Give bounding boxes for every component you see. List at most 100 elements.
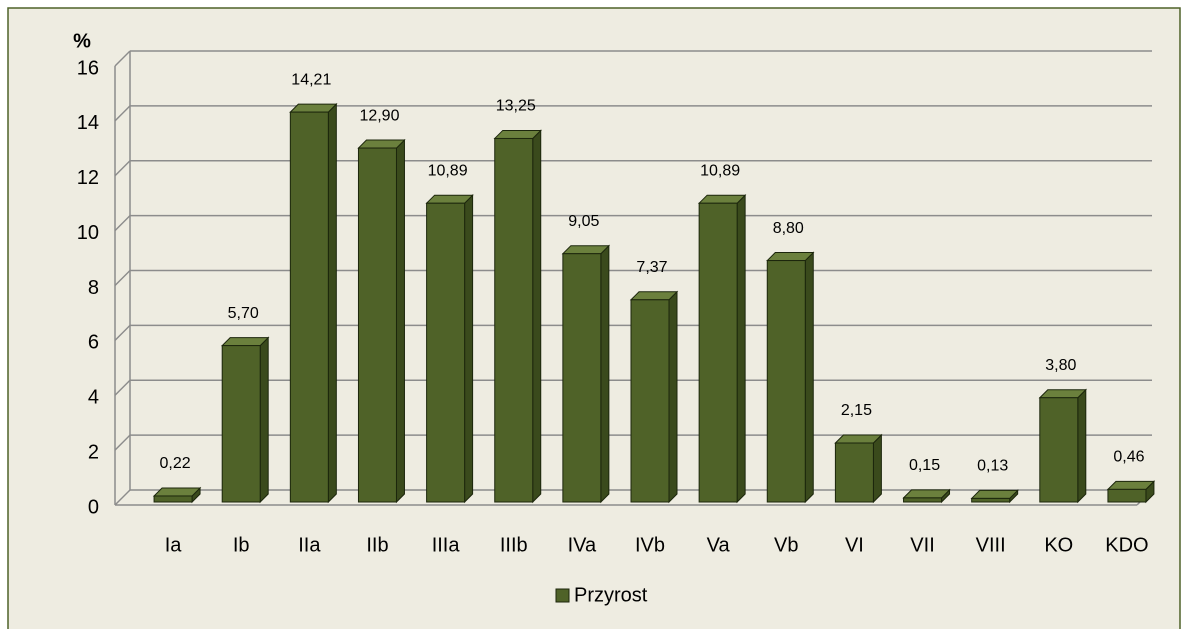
bar-side — [532, 129, 542, 504]
bar-group — [220, 336, 270, 504]
bar — [221, 345, 261, 503]
bar — [1039, 397, 1079, 503]
y-axis-label: % — [73, 30, 91, 52]
bar — [766, 260, 806, 503]
bar-side — [736, 193, 746, 504]
y-tick-label: 4 — [88, 387, 99, 409]
grid-line-side — [114, 379, 131, 396]
bar-top — [425, 194, 474, 204]
grid-line-side — [114, 324, 131, 341]
value-label: 0,22 — [159, 455, 190, 472]
bar-group — [152, 486, 202, 504]
bar-group — [1038, 388, 1088, 504]
bar — [903, 497, 943, 503]
bar-top — [834, 434, 883, 444]
bar — [153, 495, 193, 503]
legend-swatch — [555, 588, 570, 603]
grid-line-side — [114, 160, 131, 177]
value-label: 0,13 — [977, 458, 1008, 475]
y-tick-label: 12 — [77, 167, 99, 189]
bar-top — [289, 103, 338, 113]
grid-line-side — [114, 434, 131, 451]
x-tick-label: KO — [1044, 534, 1073, 556]
x-tick-label: KDO — [1105, 534, 1148, 556]
x-tick-label: VI — [845, 534, 864, 556]
bar-top — [697, 194, 747, 204]
bar-side — [259, 336, 269, 504]
value-label: 9,05 — [568, 213, 599, 230]
x-tick-label: IIa — [298, 534, 321, 556]
bar-side — [464, 193, 474, 504]
bar-group — [902, 488, 951, 504]
x-tick-label: IIb — [366, 534, 388, 556]
value-label: 8,80 — [773, 220, 804, 237]
grid-line-side — [114, 215, 131, 232]
value-label: 0,15 — [909, 457, 940, 474]
x-tick-label: Vb — [774, 534, 798, 556]
bar-side — [395, 138, 405, 504]
bar-group — [561, 244, 611, 504]
bar-top — [1038, 389, 1088, 399]
bar-top — [493, 129, 542, 139]
bar-top — [766, 252, 815, 262]
bar-group — [834, 433, 883, 504]
value-label: 14,21 — [291, 71, 331, 88]
value-label: 12,90 — [359, 107, 399, 124]
x-tick-label: VII — [910, 534, 934, 556]
bar-top — [220, 337, 270, 347]
value-label: 10,89 — [428, 162, 468, 179]
bar — [630, 299, 670, 503]
bar-side — [668, 290, 678, 504]
y-tick-label: 6 — [88, 332, 99, 354]
bar-side — [327, 102, 337, 504]
value-label: 3,80 — [1045, 357, 1076, 374]
bar-group — [697, 193, 747, 504]
value-label: 5,70 — [228, 305, 259, 322]
x-tick-label: IIIa — [432, 534, 461, 556]
bar-side — [600, 244, 610, 504]
bar-group — [289, 102, 338, 504]
grid-line-side — [114, 50, 131, 67]
y-tick-label: 8 — [88, 277, 99, 299]
grid-line-side — [114, 489, 131, 506]
bar — [834, 442, 874, 503]
bar-top — [629, 291, 679, 301]
bar-side — [804, 251, 814, 504]
x-tick-label: Ia — [165, 534, 183, 556]
bar — [494, 137, 534, 503]
x-tick-label: VIII — [976, 534, 1006, 556]
y-tick-label: 10 — [77, 222, 99, 244]
bar — [426, 202, 466, 503]
bar-top — [357, 139, 406, 149]
y-tick-label: 0 — [88, 496, 99, 518]
bar-group — [493, 129, 542, 504]
y-tick-label: 16 — [77, 57, 99, 79]
value-label: 10,89 — [700, 162, 740, 179]
bar — [698, 202, 738, 503]
y-tick-label: 14 — [77, 112, 99, 134]
x-tick-label: IIIb — [500, 534, 528, 556]
x-tick-label: IVa — [568, 534, 597, 556]
value-label: 7,37 — [636, 259, 667, 276]
bar-top — [970, 489, 1019, 499]
value-label: 2,15 — [841, 402, 872, 419]
bar — [357, 147, 397, 503]
x-tick-label: Va — [707, 534, 731, 556]
y-tick-label: 2 — [88, 441, 99, 463]
bar-top — [152, 487, 202, 497]
bar-group — [629, 290, 679, 504]
bar-group — [970, 489, 1019, 504]
bar-top — [902, 489, 951, 499]
bar — [1107, 488, 1147, 503]
grid-line-side — [114, 105, 131, 122]
legend-label: Przyrost — [574, 584, 648, 606]
grid-line-side — [114, 269, 131, 287]
bar — [971, 497, 1011, 503]
bar-side — [872, 433, 882, 504]
bar-side — [1077, 388, 1087, 504]
bar-top — [1106, 480, 1156, 490]
value-label: 0,46 — [1113, 449, 1144, 466]
bar — [562, 253, 602, 503]
bar-group — [1106, 480, 1156, 504]
